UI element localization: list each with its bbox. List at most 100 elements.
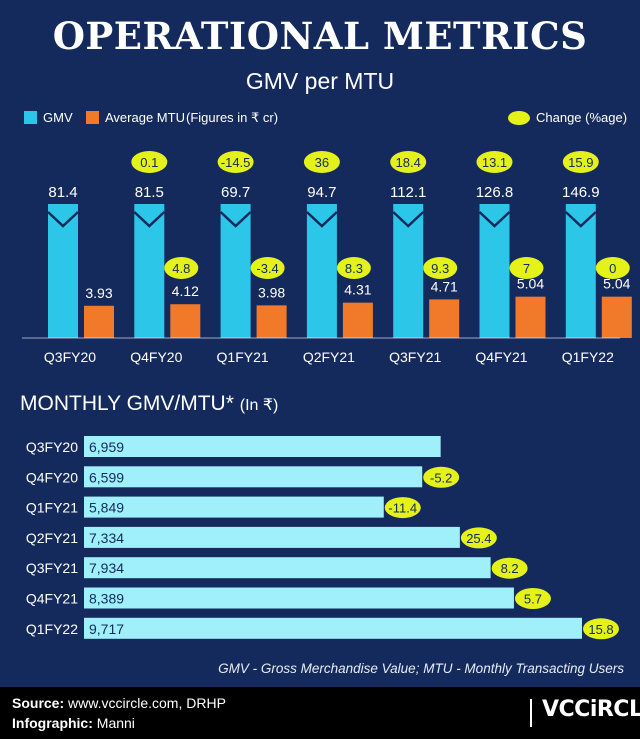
gmv-value-label: 146.9 (562, 184, 600, 201)
row-category-label: Q3FY20 (26, 439, 78, 455)
gmv-bar (479, 204, 510, 338)
row-category-label: Q1FY21 (26, 500, 78, 516)
gmv-change-label: 18.4 (396, 155, 421, 170)
monthly-bar (84, 557, 491, 579)
monthly-change-badge (514, 588, 551, 609)
mtu-change-badge (336, 257, 371, 279)
mtu-change-label: -3.4 (256, 261, 278, 276)
category-tick-label: Q2FY21 (303, 349, 355, 365)
gmv-value-label: 81.5 (135, 184, 164, 201)
mtu-change-label: 8.3 (345, 261, 363, 276)
monthly-change-label: 15.8 (588, 622, 613, 637)
legend-change-swatch (508, 111, 530, 125)
gmv-bar-chevron (133, 211, 166, 228)
monthly-value-label: 7,334 (89, 530, 124, 546)
gmv-bar (393, 204, 424, 338)
legend-gmv-swatch (24, 111, 37, 124)
gmv-change-badge (390, 151, 427, 173)
monthly-change-label: 8.2 (501, 561, 519, 576)
row-category-label: Q2FY21 (26, 530, 78, 546)
mtu-bar (342, 302, 373, 338)
mtu-value-label: 4.12 (172, 283, 199, 299)
monthly-value-label: 9,717 (89, 621, 124, 637)
legend-units: (Figures in ₹ cr) (186, 110, 279, 125)
mtu-value-label: 5.04 (603, 276, 630, 292)
monthly-bar (84, 436, 441, 457)
mtu-change-badge (164, 257, 199, 279)
gmv-change-label: 0.1 (140, 155, 158, 170)
mtu-change-label: 9.3 (431, 261, 449, 276)
mtu-change-label: 4.8 (172, 261, 190, 276)
legend-mtu-label: Average MTU (105, 110, 185, 125)
monthly-change-label: -5.2 (430, 470, 452, 485)
category-tick-label: Q4FY21 (475, 349, 527, 365)
monthly-change-label: 25.4 (466, 531, 491, 546)
gmv-change-label: 15.9 (568, 155, 593, 170)
gmv-mtu-column-chart: 81.4 3.93 Q3FY20 81.5 4.12 Q4FY20 0.1 4.8 69.7 3.… (22, 151, 632, 365)
mtu-change-badge (595, 257, 630, 279)
monthly-section-title-unit: (In ₹) (239, 397, 279, 414)
gmv-change-label: -14.5 (221, 155, 251, 170)
gmv-bar (565, 204, 596, 338)
row-category-label: Q4FY20 (26, 469, 78, 485)
category-tick-label: Q1FY22 (562, 349, 614, 365)
legend-mtu-swatch (86, 111, 99, 124)
footer-divider (530, 699, 532, 727)
gmv-bar-chevron (478, 211, 511, 228)
monthly-change-badge (583, 618, 619, 640)
monthly-value-label: 6,599 (89, 469, 124, 485)
monthly-change-badge (460, 527, 497, 549)
mtu-value-label: 5.04 (517, 276, 544, 292)
mtu-value-label: 3.93 (85, 285, 112, 301)
gmv-change-badge (131, 151, 168, 173)
gmv-bar-chevron (47, 211, 79, 228)
monthly-bar (84, 496, 384, 518)
legend-change-label: Change (%age) (536, 110, 628, 125)
gmv-bar-chevron (392, 211, 425, 228)
gmv-value-label: 69.7 (221, 184, 250, 201)
monthly-section-title: MONTHLY GMV/MTU* (In ₹) (20, 392, 278, 416)
monthly-value-label: 8,389 (89, 591, 124, 607)
monthly-change-label: -11.4 (388, 501, 417, 516)
monthly-change-badge (384, 497, 421, 519)
footnote: GMV - Gross Merchandise Value; MTU - Mon… (218, 661, 624, 676)
gmv-bar-chevron (564, 211, 597, 228)
mtu-change-badge (423, 257, 458, 279)
gmv-change-badge (562, 151, 599, 173)
infographic-value: Manni (96, 715, 135, 731)
mtu-change-badge (509, 257, 544, 279)
gmv-bar (134, 204, 165, 338)
monthly-bar (84, 587, 514, 609)
monthly-section-title-text: MONTHLY GMV/MTU* (20, 392, 234, 415)
monthly-change-badge (491, 557, 528, 579)
footer: Source: www.vccircle.com, DRHP Infograph… (0, 687, 640, 739)
monthly-value-label: 6,959 (89, 439, 124, 455)
legend-change: Change (%age) (508, 110, 627, 125)
category-tick-label: Q3FY21 (389, 349, 441, 365)
mtu-bar (429, 299, 460, 338)
row-category-label: Q1FY22 (26, 621, 78, 637)
legend-gmv: GMV (24, 110, 73, 125)
category-tick-label: Q4FY20 (130, 349, 182, 365)
gmv-value-label: 126.8 (476, 184, 514, 201)
monthly-value-label: 7,934 (89, 560, 124, 576)
page-title: OPERATIONAL METRICS (52, 14, 588, 58)
category-tick-label: Q1FY21 (217, 349, 269, 365)
gmv-change-badge (303, 151, 340, 173)
source-label: Source: (12, 695, 65, 711)
gmv-change-badge (217, 151, 254, 173)
monthly-bar (84, 617, 582, 639)
source-line: Source: www.vccircle.com, DRHP (12, 695, 226, 711)
chart-subtitle: GMV per MTU (245, 68, 395, 94)
gmv-value-label: 112.1 (390, 184, 426, 201)
vccircle-logo: VCCiRCLE (542, 697, 640, 722)
gmv-bar (306, 204, 337, 338)
monthly-change-badge (423, 466, 460, 488)
gmv-change-label: 13.1 (482, 155, 507, 170)
mtu-value-label: 3.98 (258, 284, 285, 300)
monthly-bar (84, 466, 423, 488)
mtu-change-label: 0 (609, 261, 616, 276)
infographic-label: Infographic: (12, 715, 93, 731)
source-value: www.vccircle.com, DRHP (68, 695, 226, 711)
monthly-bar (84, 526, 460, 548)
